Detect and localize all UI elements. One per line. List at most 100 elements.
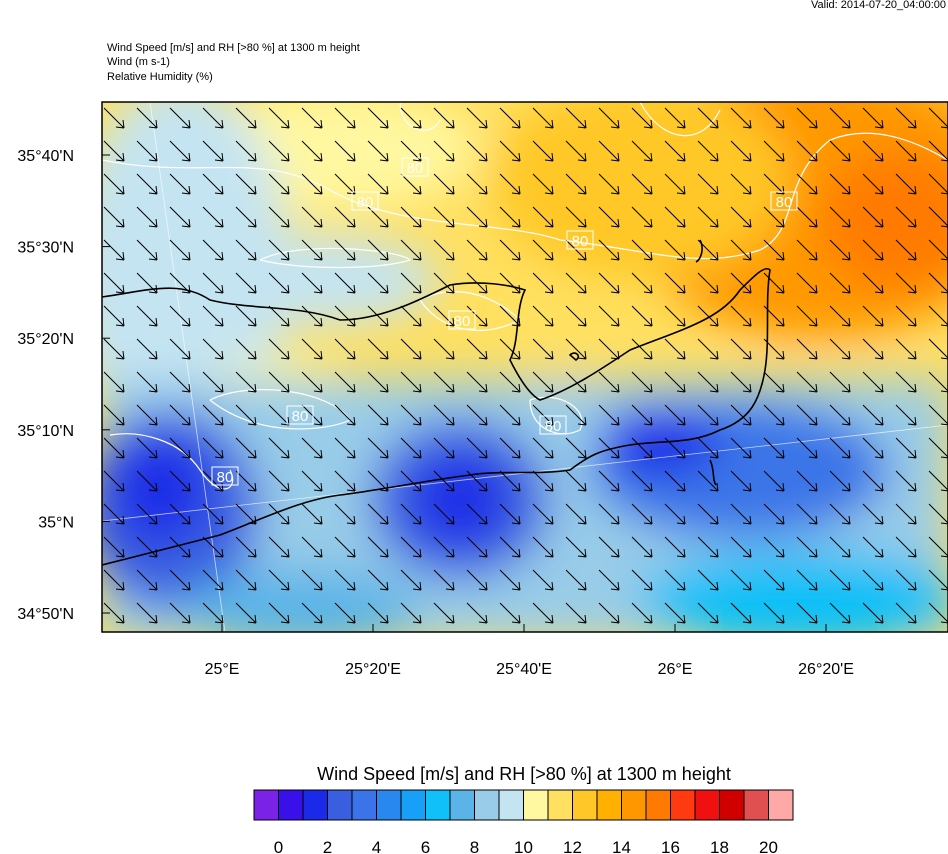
wind-arrow (796, 140, 818, 162)
wind-arrow (565, 569, 587, 591)
wind-arrow (499, 173, 521, 195)
wind-arrow (268, 107, 290, 129)
lon-label: 26°20'E (798, 661, 854, 678)
wind-arrow (895, 470, 917, 492)
wind-arrow (895, 503, 917, 525)
wind-arrow (532, 371, 554, 393)
wind-arrow (103, 404, 125, 426)
wind-arrow (367, 503, 389, 525)
wind-arrow (664, 272, 686, 294)
wind-arrow (136, 206, 158, 228)
wind-arrow (301, 272, 323, 294)
wind-arrow (796, 206, 818, 228)
wind-arrow (466, 536, 488, 558)
wind-arrow (829, 239, 851, 261)
wind-arrow (170, 636, 190, 656)
colorbar-tick-label: 6 (421, 838, 430, 854)
wind-arrow (896, 636, 916, 656)
wind-arrow (631, 338, 653, 360)
wind-arrow (532, 536, 554, 558)
wind-arrow (169, 107, 191, 129)
wind-arrow (796, 239, 818, 261)
wind-arrow (763, 206, 785, 228)
colorbar-box (449, 789, 475, 821)
wind-arrow (301, 239, 323, 261)
lon-label: 25°40'E (496, 661, 552, 678)
wind-arrow (796, 272, 818, 294)
wind-arrow (236, 636, 256, 656)
wind-arrow (763, 140, 785, 162)
wind-arrow (895, 338, 917, 360)
contour-label: 80 (407, 160, 424, 177)
wind-arrow (268, 569, 290, 591)
wind-arrow (829, 206, 851, 228)
wind-arrow (466, 602, 488, 624)
wind-arrow (895, 107, 917, 129)
wind-arrow (235, 272, 257, 294)
wind-arrow (268, 371, 290, 393)
wind-arrow (730, 338, 752, 360)
wind-arrow (598, 437, 620, 459)
wind-arrow (136, 503, 158, 525)
wind-arrow (565, 338, 587, 360)
wind-arrow (202, 371, 224, 393)
wind-arrow (400, 206, 422, 228)
wind-arrow (532, 305, 554, 327)
wind-arrow (796, 173, 818, 195)
wind-arrow (862, 569, 884, 591)
wind-arrow (433, 206, 455, 228)
colorbar-box (547, 789, 573, 821)
wind-arrow (565, 536, 587, 558)
wind-arrows (103, 107, 948, 656)
wind-arrow (367, 305, 389, 327)
wind-arrow (367, 239, 389, 261)
wind-arrow (862, 206, 884, 228)
wind-arrow (895, 437, 917, 459)
wind-arrow (466, 569, 488, 591)
wind-arrow (202, 140, 224, 162)
wind-arrow (697, 239, 719, 261)
wind-arrow (796, 404, 818, 426)
wind-arrow (335, 636, 355, 656)
wind-arrow (334, 107, 356, 129)
wind-arrow (730, 536, 752, 558)
wind-arrow (136, 173, 158, 195)
wind-arrow (433, 404, 455, 426)
wind-arrow (235, 569, 257, 591)
wind-arrow (532, 404, 554, 426)
contour-label: 80 (357, 194, 374, 211)
wind-arrow (400, 404, 422, 426)
wind-arrow (862, 272, 884, 294)
wind-arrow (202, 305, 224, 327)
header-line: Wind Speed [m/s] and RH [>80 %] at 1300 … (107, 42, 360, 54)
wind-arrow (433, 569, 455, 591)
wind-arrow (862, 602, 884, 624)
wind-arrow (103, 239, 125, 261)
contour-label: 80 (572, 233, 589, 250)
colorbar-box (572, 789, 598, 821)
wind-arrow (235, 371, 257, 393)
wind-arrow (862, 107, 884, 129)
colorbar-tick-label: 0 (274, 838, 283, 854)
wind-arrow (697, 404, 719, 426)
wind-arrow (532, 206, 554, 228)
lat-label: 34°50'N (17, 606, 74, 623)
wind-arrow (598, 569, 620, 591)
wind-arrow (895, 173, 917, 195)
wind-arrow (565, 173, 587, 195)
wind-arrow (136, 239, 158, 261)
wind-arrow (103, 437, 125, 459)
wind-arrow (433, 437, 455, 459)
wind-arrow (796, 437, 818, 459)
wind-arrow (532, 173, 554, 195)
wind-arrow (598, 536, 620, 558)
wind-arrow (466, 173, 488, 195)
wind-arrow (235, 206, 257, 228)
wind-arrow (730, 503, 752, 525)
wind-arrow (796, 305, 818, 327)
wind-arrow (268, 503, 290, 525)
wind-arrow (532, 602, 554, 624)
wind-arrow (334, 602, 356, 624)
wind-arrow (334, 503, 356, 525)
wind-arrow (433, 140, 455, 162)
